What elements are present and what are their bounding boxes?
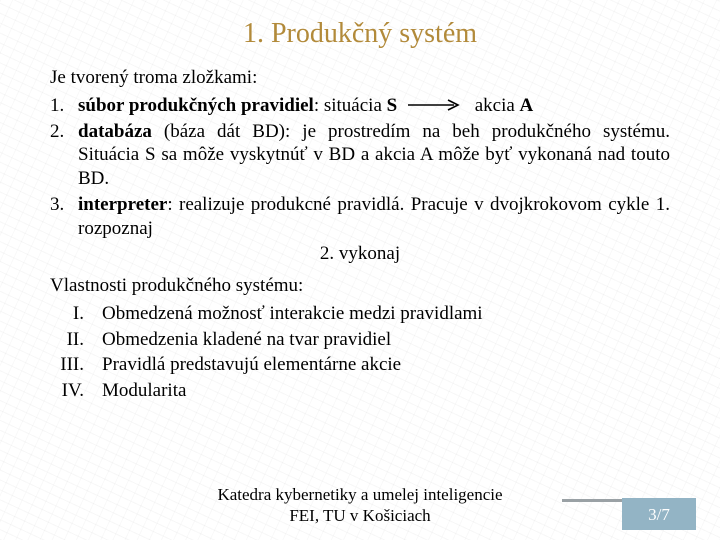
lead-term: interpreter (78, 194, 167, 215)
step-2-text: 2. vykonaj (50, 242, 670, 266)
roman-number: III. (20, 353, 102, 377)
page-title: 1. Produkčný systém (50, 18, 670, 50)
list-body: interpreter: realizuje produkcné pravidl… (78, 193, 670, 241)
list-number: 2. (50, 120, 78, 191)
list-body: súbor produkčných pravidiel: situácia S … (78, 94, 670, 118)
list-body: Pravidlá predstavujú elementárne akcie (102, 353, 670, 377)
roman-number: II. (20, 328, 102, 352)
slide: 1. Produkčný systém Je tvorený troma zlo… (0, 0, 720, 540)
text-span: : situácia (314, 95, 387, 116)
list-number: 1. (50, 94, 78, 118)
text-span: akcia (475, 95, 520, 116)
list-item: 3. interpreter: realizuje produkcné prav… (50, 193, 670, 241)
arrow-icon (408, 99, 464, 111)
text-span: (báza dát BD): je prostredím na beh prod… (78, 121, 670, 190)
var-a: A (520, 95, 534, 116)
properties-heading: Vlastnosti produkčného systému: (50, 274, 670, 298)
footer-line-1: Katedra kybernetiky a umelej inteligenci… (0, 485, 720, 505)
list-item: IV. Modularita (20, 379, 670, 403)
page-accent-line (562, 499, 622, 502)
list-item: I. Obmedzená možnosť interakcie medzi pr… (20, 302, 670, 326)
list-number: 3. (50, 193, 78, 241)
page-number-box: 3/7 (622, 498, 696, 530)
page-number: 3/7 (622, 505, 696, 525)
lead-term: súbor produkčných pravidiel (78, 95, 314, 116)
var-s: S (387, 95, 398, 116)
list-item: II. Obmedzenia kladené na tvar pravidiel (20, 328, 670, 352)
list-item: 1. súbor produkčných pravidiel: situácia… (50, 94, 670, 118)
list-item: III. Pravidlá predstavujú elementárne ak… (20, 353, 670, 377)
roman-number: IV. (20, 379, 102, 403)
content-block: Je tvorený troma zložkami: 1. súbor prod… (50, 66, 670, 403)
list-body: Obmedzená možnosť interakcie medzi pravi… (102, 302, 670, 326)
lead-term: databáza (78, 121, 152, 142)
list-body: Modularita (102, 379, 670, 403)
footer: Katedra kybernetiky a umelej inteligenci… (0, 485, 720, 526)
roman-number: I. (20, 302, 102, 326)
text-span: : realizuje produkcné pravidlá. Pracuje … (78, 194, 670, 239)
footer-line-2: FEI, TU v Košiciach (0, 506, 720, 526)
intro-text: Je tvorený troma zložkami: (50, 66, 670, 90)
list-item: 2. databáza (báza dát BD): je prostredím… (50, 120, 670, 191)
list-body: databáza (báza dát BD): je prostredím na… (78, 120, 670, 191)
list-body: Obmedzenia kladené na tvar pravidiel (102, 328, 670, 352)
